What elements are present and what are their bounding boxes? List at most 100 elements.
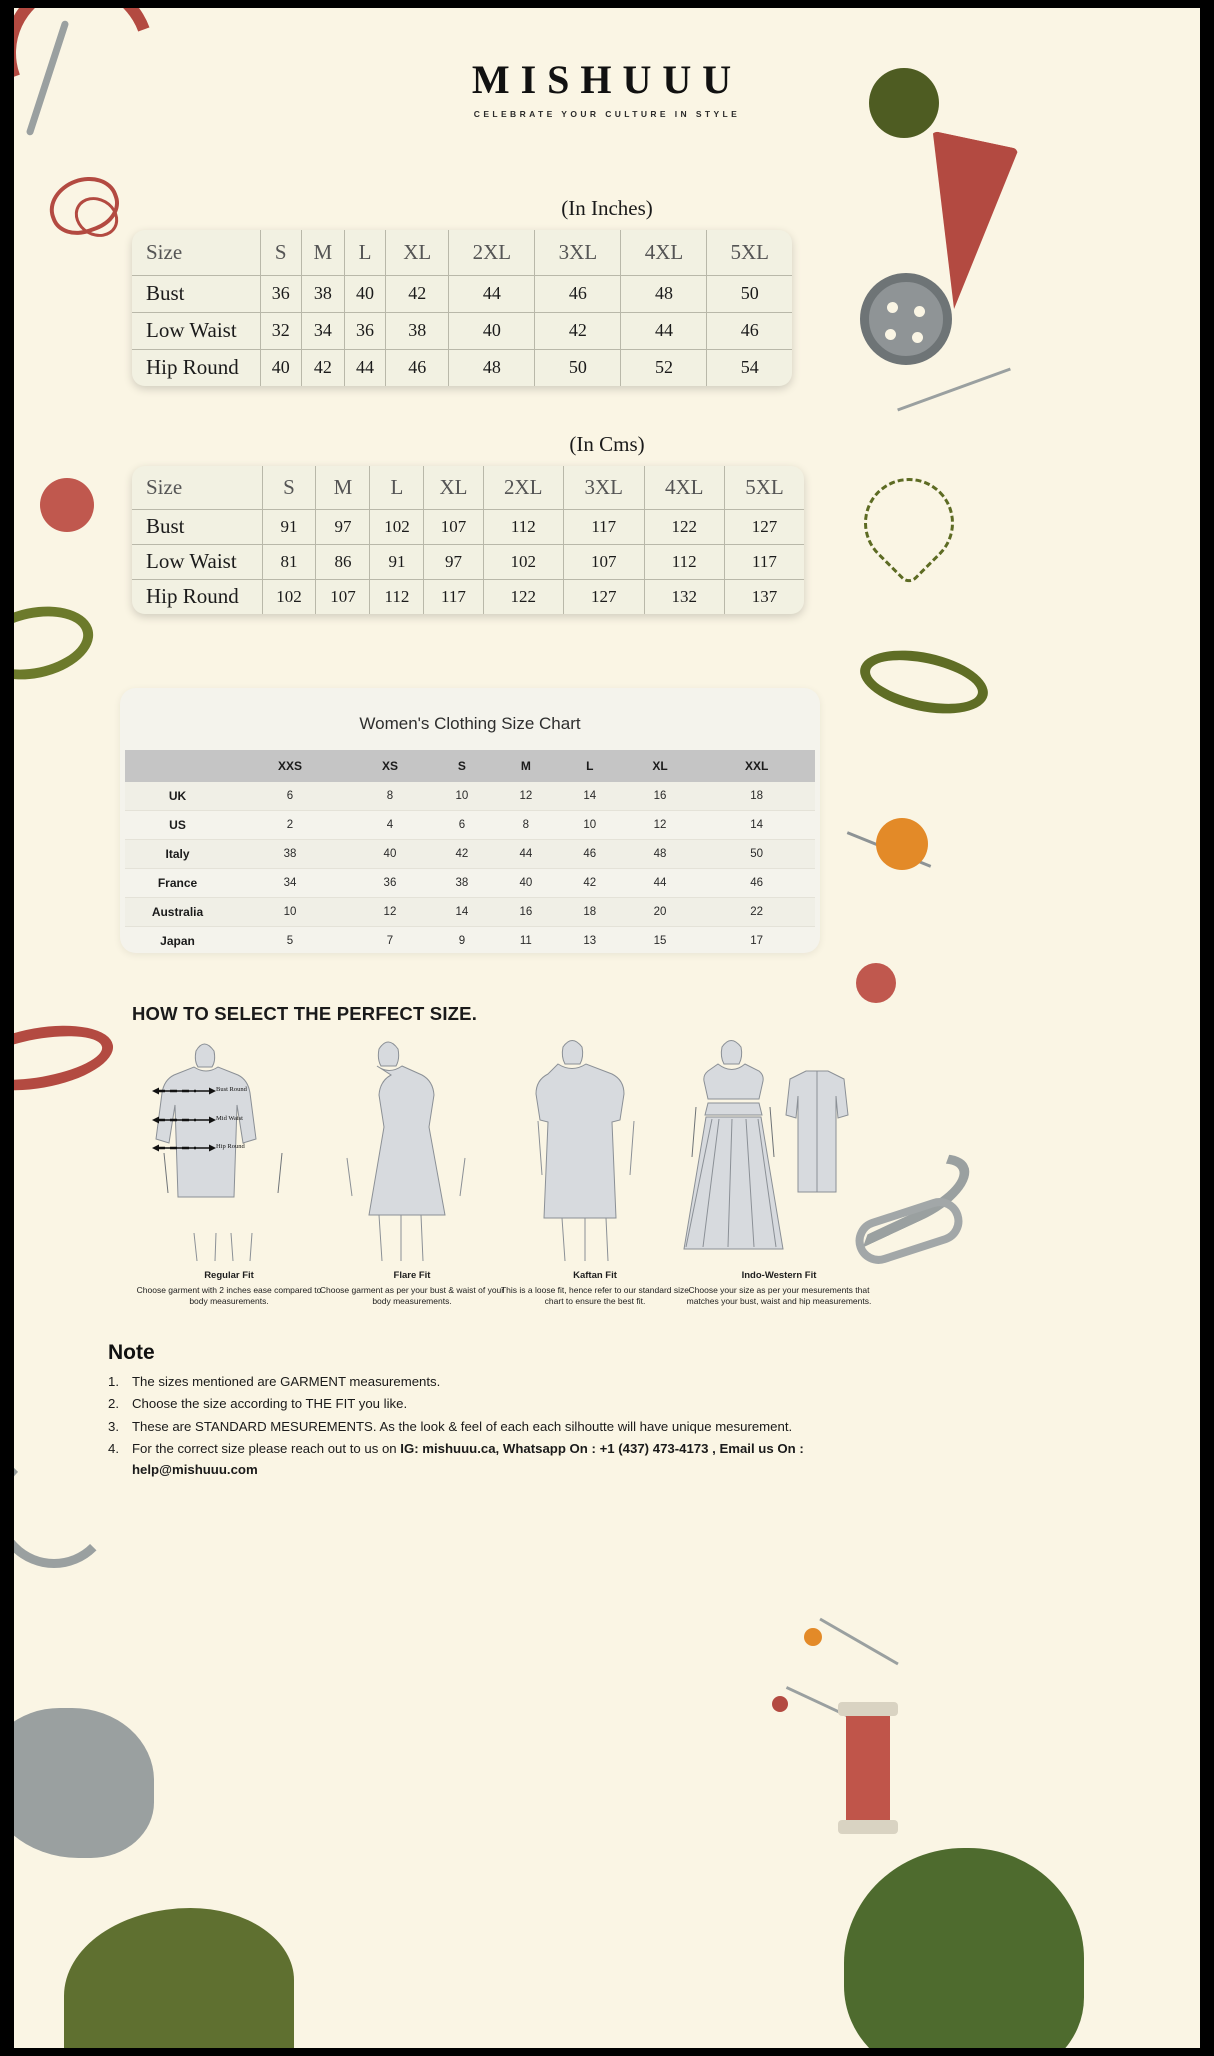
column-header: L <box>343 230 387 276</box>
note-contact: IG: mishuuu.ca, Whatsapp On : +1 (437) 4… <box>132 1441 804 1477</box>
safety-pin-decor-icon <box>849 1192 969 1270</box>
note-item: 3. These are STANDARD MESUREMENTS. As the… <box>108 1417 898 1437</box>
table-cell: 44 <box>448 274 536 313</box>
table-cell: 50 <box>534 348 622 386</box>
column-header: 4XL <box>620 230 708 276</box>
table-header-row: Size S M L XL 2XL 3XL 4XL 5XL <box>132 466 804 510</box>
table-cell: 42 <box>534 311 622 350</box>
table-cell: 107 <box>563 543 645 580</box>
gray-blob-decor-icon <box>14 1708 154 1858</box>
wc-table-cell: 46 <box>557 839 622 869</box>
olive-blob-bottom-decor-icon <box>64 1908 294 2048</box>
wc-table-cell: 18 <box>557 897 622 927</box>
wc-column-header: XXL <box>698 750 815 782</box>
inches-caption: (In Inches) <box>561 196 653 220</box>
wc-table-cell: 38 <box>429 868 494 898</box>
table-cell: 107 <box>423 508 484 545</box>
note-text: For the correct size please reach out to… <box>132 1441 804 1477</box>
wc-country-label: Japan <box>160 934 195 948</box>
table-row: Low Waist 32 34 36 38 40 42 44 46 <box>132 311 792 350</box>
fit-name-flare: Flare Fit <box>393 1270 431 1281</box>
womens-chart-title: Women's Clothing Size Chart <box>359 714 581 733</box>
green-shape-decor-icon <box>844 1848 1084 2048</box>
table-cell: 44 <box>620 311 708 350</box>
wc-table-cell: 38 <box>230 839 350 869</box>
row-label: Bust <box>132 508 263 545</box>
note-number: 2. <box>108 1396 119 1412</box>
table-cell: 48 <box>448 348 536 386</box>
pin-stick-two-decor-icon <box>785 1686 874 1729</box>
column-header: 3XL <box>563 466 645 510</box>
callout-hip-round: Hip Round <box>216 1143 245 1150</box>
wc-country-label: Australia <box>125 897 230 927</box>
table-cell: 127 <box>563 578 645 614</box>
note-item: 1. The sizes mentioned are GARMENT measur… <box>108 1372 898 1392</box>
wc-table-cell: 6 <box>429 810 494 840</box>
table-cell: 40 <box>259 348 302 386</box>
wc-column-header: XXS <box>230 750 350 782</box>
note-text: These are STANDARD MESUREMENTS. As the l… <box>132 1418 793 1434</box>
caption-kaftan-fit: Kaftan Fit This is a loose fit, hence re… <box>500 1270 690 1307</box>
wc-table-cell: 40 <box>349 839 430 869</box>
table-cell: 102 <box>369 508 425 545</box>
wc-table-cell: 7 <box>386 935 394 947</box>
table-cell: 97 <box>423 543 484 580</box>
caption-regular-fit: Regular Fit Choose garment with 2 inches… <box>134 1270 324 1307</box>
brand-logo: MISHUUU CELEBRATE YOUR CULTURE IN STYLE <box>14 60 1200 120</box>
wc-table-row: UK 6 8 10 12 14 16 18 <box>125 782 815 811</box>
note-heading: Note <box>108 1341 155 1364</box>
wc-country-label: US <box>125 810 230 840</box>
inches-size-table: Size S M L XL 2XL 3XL 4XL 5XL Bust 36 38 40 42 44 46 48 5… <box>132 230 792 386</box>
sewing-button-decor-icon <box>860 273 952 365</box>
wc-column-header: L <box>557 750 622 782</box>
pin-stick-decor-icon <box>819 1617 899 1666</box>
wc-table-cell: 46 <box>698 868 815 898</box>
wc-table-cell: 40 <box>493 868 558 898</box>
column-header: XL <box>423 466 484 510</box>
table-cell: 44 <box>343 348 387 386</box>
note-item: 4. For the correct size please reach out … <box>108 1439 898 1480</box>
row-label: Hip Round <box>132 348 261 386</box>
table-row: Hip Round 40 42 44 46 48 50 52 54 <box>132 348 792 386</box>
wc-table-cell: 10 <box>557 810 622 840</box>
wc-table-cell: 9 <box>458 935 466 947</box>
wc-column-header: XS <box>349 750 430 782</box>
wc-column-header: M <box>493 750 558 782</box>
column-header: Size <box>132 230 261 276</box>
table-cell: 36 <box>259 274 302 313</box>
table-cell: 38 <box>300 274 345 313</box>
table-cell: 46 <box>534 274 622 313</box>
red-wedge-decor-icon <box>897 130 1019 316</box>
pin-line-decor-icon <box>897 367 1011 412</box>
wc-table-cell: 10 <box>429 782 494 811</box>
table-cell: 132 <box>643 578 725 614</box>
figure-kaftan-fit <box>500 1033 680 1263</box>
table-cell: 46 <box>385 348 450 386</box>
table-cell: 117 <box>563 508 645 545</box>
table-cell: 40 <box>343 274 387 313</box>
red-ring-decor-icon <box>14 1015 119 1101</box>
table-cell: 54 <box>706 348 792 386</box>
table-cell: 97 <box>315 508 371 545</box>
wc-country-label: UK <box>125 782 230 811</box>
wc-table-cell: 12 <box>493 782 558 811</box>
wc-table-cell: 14 <box>429 897 494 927</box>
row-label: Low Waist <box>132 311 261 350</box>
wc-table-cell: 44 <box>493 839 558 869</box>
brand-tagline: CELEBRATE YOUR CULTURE IN STYLE <box>473 109 741 119</box>
olive-ring-right-decor-icon <box>854 640 994 724</box>
table-cell: 38 <box>385 311 450 350</box>
wc-table-cell: 44 <box>621 868 699 898</box>
callout-mid-waist: Mid Waist <box>216 1115 243 1122</box>
wc-table-cell: 16 <box>621 782 699 811</box>
table-cell: 42 <box>300 348 345 386</box>
cms-size-table: Size S M L XL 2XL 3XL 4XL 5XL Bust 91 97 102 107 112 11… <box>132 466 804 614</box>
note-text: The sizes mentioned are GARMENT measurem… <box>132 1374 441 1389</box>
fit-desc-flare: Choose garment as per your bust & waist … <box>319 1284 505 1307</box>
table-header-row: Size S M L XL 2XL 3XL 4XL 5XL <box>132 230 792 276</box>
wc-table-cell: 36 <box>349 868 430 898</box>
wc-table-cell: 12 <box>621 810 699 840</box>
column-header: S <box>261 466 317 510</box>
table-cell: 112 <box>369 578 425 614</box>
fit-desc-kaftan: This is a loose fit, hence refer to our … <box>500 1284 690 1307</box>
